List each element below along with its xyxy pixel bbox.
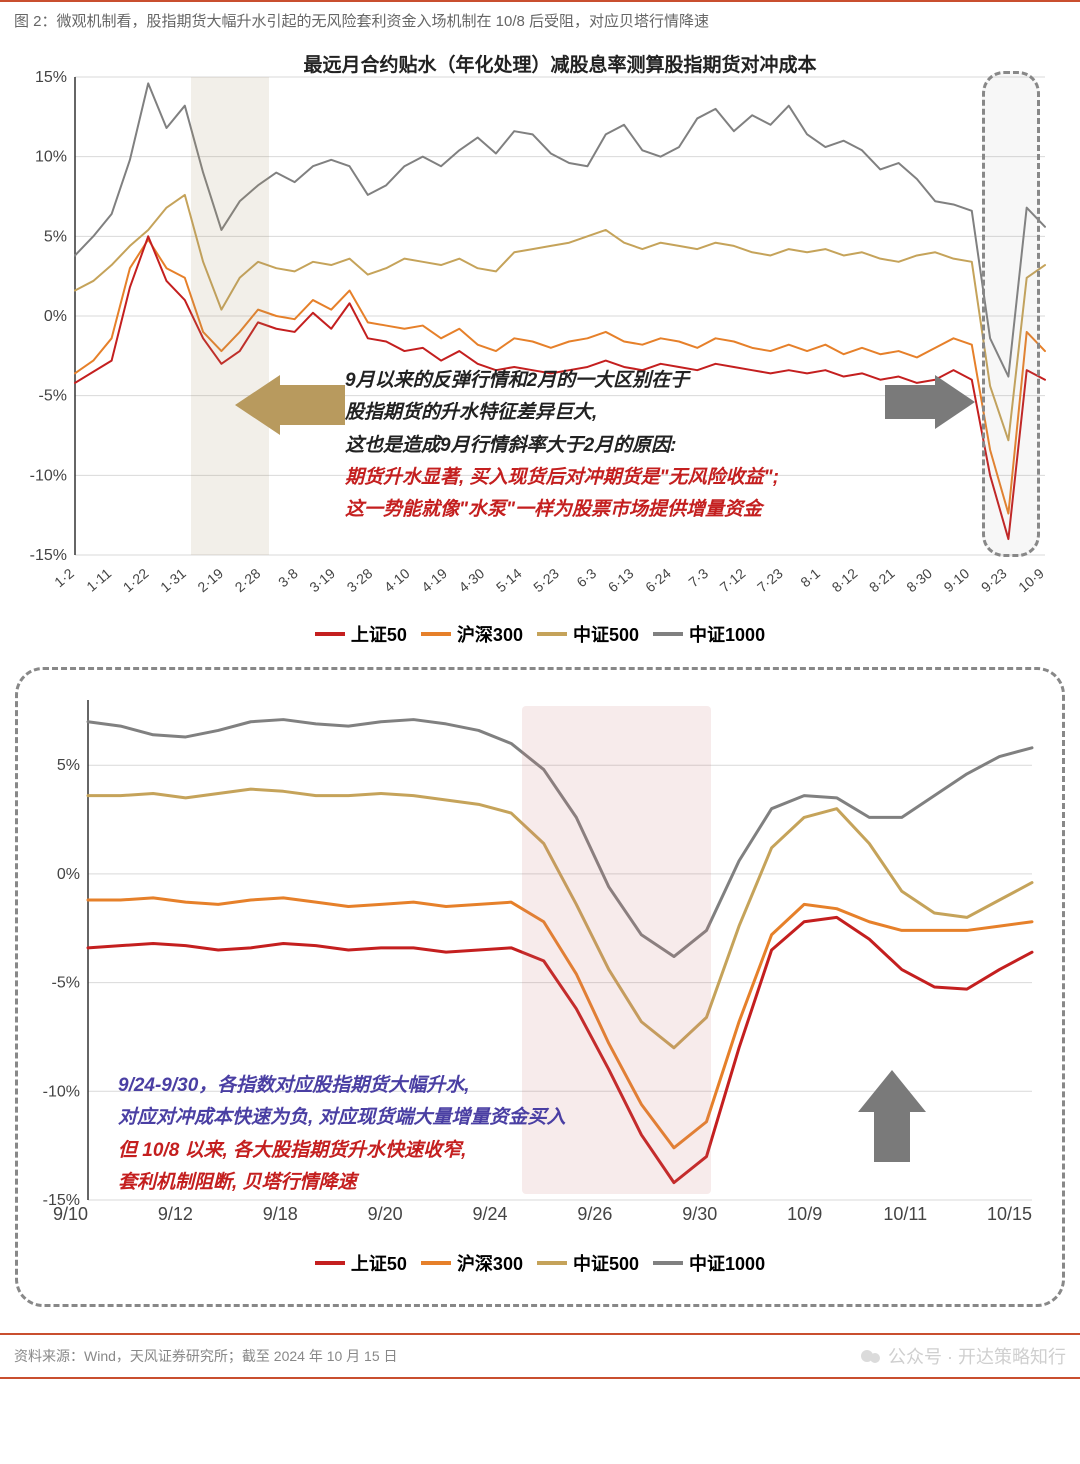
svg-text:-5%: -5% [39, 388, 67, 405]
svg-text:8·12: 8·12 [829, 565, 861, 595]
svg-text:-10%: -10% [30, 467, 67, 484]
svg-text:5·14: 5·14 [493, 565, 525, 595]
svg-text:-10%: -10% [43, 1083, 80, 1100]
chart2-legend: 上证50 沪深300 中证500 中证1000 [18, 1250, 1062, 1276]
svg-text:10/9: 10/9 [787, 1204, 822, 1224]
arrow-gold-left [235, 375, 345, 435]
svg-text:9/24: 9/24 [473, 1204, 508, 1224]
svg-text:8·1: 8·1 [797, 565, 823, 590]
svg-text:10/11: 10/11 [883, 1204, 927, 1224]
chart-2-container: -15%-10%-5%0%5%9/109/129/189/209/249/269… [15, 667, 1065, 1307]
svg-text:0%: 0% [44, 308, 67, 325]
legend-item-csi1000: 中证1000 [653, 621, 765, 647]
chart1-highlight-feb [191, 77, 269, 555]
svg-text:1·2: 1·2 [51, 565, 77, 590]
svg-text:5%: 5% [57, 757, 80, 774]
svg-text:最远月合约贴水（年化处理）减股息率测算股指期货对冲成本: 最远月合约贴水（年化处理）减股息率测算股指期货对冲成本 [303, 53, 816, 76]
footer-brand: 公众号 · 开达策略知行 [860, 1343, 1066, 1369]
legend-item-csi300: 沪深300 [421, 1250, 523, 1276]
svg-text:8·21: 8·21 [866, 565, 898, 595]
svg-text:10/15: 10/15 [987, 1204, 1032, 1224]
svg-text:4·10: 4·10 [381, 565, 413, 595]
svg-text:7·12: 7·12 [717, 565, 749, 595]
svg-text:4·30: 4·30 [456, 565, 488, 595]
svg-text:6·3: 6·3 [573, 565, 599, 590]
svg-text:9/20: 9/20 [368, 1204, 403, 1224]
svg-text:8·30: 8·30 [903, 565, 935, 595]
svg-text:6·13: 6·13 [605, 565, 637, 595]
wechat-icon [860, 1345, 882, 1367]
svg-text:9/12: 9/12 [158, 1204, 193, 1224]
svg-text:5·23: 5·23 [530, 565, 562, 595]
svg-text:1·31: 1·31 [157, 565, 189, 595]
svg-text:-5%: -5% [52, 975, 80, 992]
chart1-highlight-oct [982, 71, 1040, 557]
svg-text:3·8: 3·8 [275, 565, 301, 590]
svg-text:10%: 10% [35, 149, 67, 166]
chart2-annotation: 9/24-9/30，各指数对应股指期货大幅升水,对应对冲成本快速为负, 对应现货… [118, 1070, 566, 1199]
svg-text:1·22: 1·22 [120, 565, 152, 595]
svg-text:1·11: 1·11 [83, 565, 114, 595]
legend-item-csi500: 中证500 [537, 1250, 639, 1276]
svg-text:15%: 15% [35, 69, 67, 86]
svg-text:9·23: 9·23 [978, 565, 1010, 595]
svg-text:6·24: 6·24 [642, 565, 674, 595]
figure-title: 图 2：微观机制看，股指期货大幅升水引起的无风险套利资金入场机制在 10/8 后… [14, 10, 1066, 31]
figure-footer: 资料来源：Wind，天风证券研究所；截至 2024 年 10 月 15 日 公众… [0, 1333, 1080, 1379]
figure-header: 图 2：微观机制看，股指期货大幅升水引起的无风险套利资金入场机制在 10/8 后… [0, 0, 1080, 39]
svg-text:7·23: 7·23 [754, 565, 786, 595]
svg-text:2·28: 2·28 [232, 565, 264, 595]
legend-item-sse50: 上证50 [315, 621, 407, 647]
legend-item-sse50: 上证50 [315, 1250, 407, 1276]
svg-text:0%: 0% [57, 866, 80, 883]
arrow-gray-right [885, 375, 975, 429]
legend-item-csi1000: 中证1000 [653, 1250, 765, 1276]
svg-text:2·19: 2·19 [194, 565, 226, 595]
chart1-annotation: 9月以来的反弹行情和2月的一大区别在于股指期货的升水特征差异巨大,这也是造成9月… [345, 365, 779, 526]
svg-text:4·19: 4·19 [418, 565, 450, 595]
svg-text:3·19: 3·19 [306, 565, 338, 595]
svg-text:7·3: 7·3 [685, 565, 711, 590]
footer-source: 资料来源：Wind，天风证券研究所；截至 2024 年 10 月 15 日 [14, 1346, 398, 1366]
svg-text:5%: 5% [44, 228, 67, 245]
svg-text:3·28: 3·28 [344, 565, 376, 595]
svg-text:10·9: 10·9 [1015, 565, 1047, 595]
svg-text:9·10: 9·10 [941, 565, 973, 595]
svg-text:9/10: 9/10 [53, 1204, 88, 1224]
legend-item-csi500: 中证500 [537, 621, 639, 647]
chart1-legend: 上证50 沪深300 中证500 中证1000 [14, 621, 1066, 647]
svg-text:9/18: 9/18 [263, 1204, 298, 1224]
legend-item-csi300: 沪深300 [421, 621, 523, 647]
arrow-gray-up [858, 1070, 926, 1162]
chart-1: -15% -10% -5% 0% 5% 10% 15% 1·21·111·221·312·19… [15, 45, 1065, 615]
svg-text:9/30: 9/30 [682, 1204, 717, 1224]
svg-text:-15%: -15% [30, 547, 67, 564]
svg-text:9/26: 9/26 [577, 1204, 612, 1224]
